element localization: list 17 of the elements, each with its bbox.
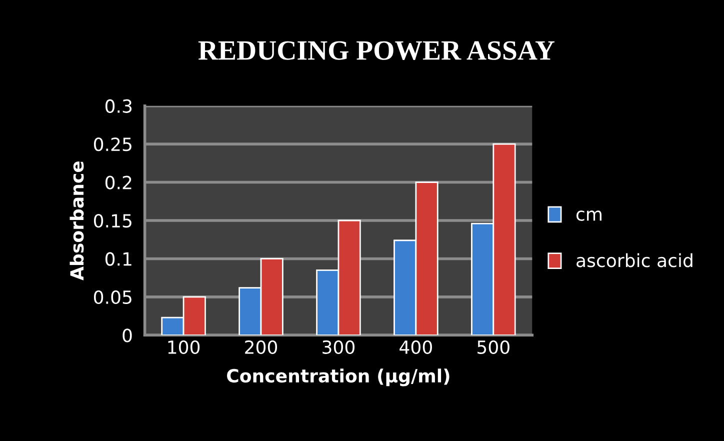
y-tick-label: 0.3 [105,99,132,113]
y-tick-label: 0.2 [105,176,132,190]
x-tick-label: 100 [168,340,200,354]
y-tick-label: 0.15 [94,214,132,228]
x-tick-label: 500 [478,340,510,354]
y-tick-label: 0.05 [94,290,132,304]
chart-title: REDUCING POWER ASSAY [198,41,554,60]
y-axis-title: Absorbance [70,161,84,280]
y-tick-label: 0.1 [105,252,132,266]
y-tick-label: 0.25 [94,138,132,152]
legend-label: cm [576,210,602,221]
x-tick-label: 200 [245,340,278,354]
x-tick-label: 300 [322,340,354,354]
legend-label: ascorbic acid [576,253,692,268]
x-tick-label: 400 [400,340,432,354]
y-tick-label: 0 [122,328,132,342]
x-axis-title: Concentration (µg/ml) [227,368,450,386]
